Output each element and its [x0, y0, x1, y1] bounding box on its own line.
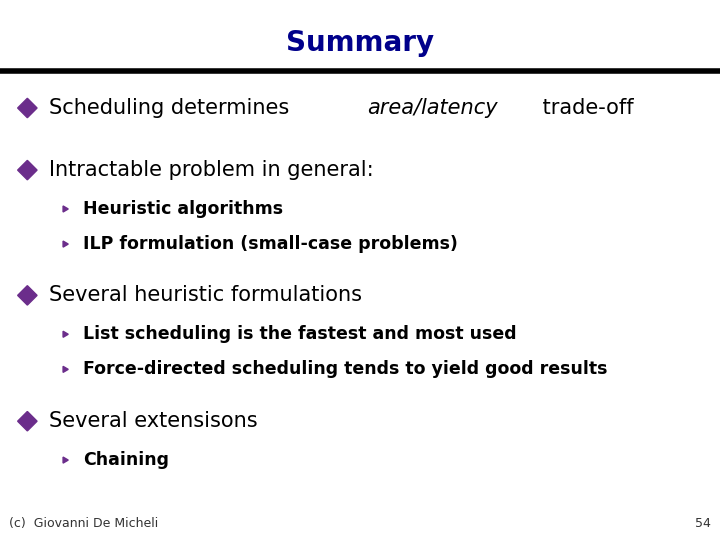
Polygon shape — [17, 411, 37, 431]
Text: Several heuristic formulations: Several heuristic formulations — [49, 285, 362, 306]
Text: Intractable problem in general:: Intractable problem in general: — [49, 160, 374, 180]
Polygon shape — [63, 457, 68, 463]
Text: Chaining: Chaining — [83, 451, 168, 469]
Text: 54: 54 — [696, 517, 711, 530]
Text: List scheduling is the fastest and most used: List scheduling is the fastest and most … — [83, 325, 516, 343]
Polygon shape — [63, 366, 68, 373]
Text: Several extensisons: Several extensisons — [49, 411, 258, 431]
Text: (c)  Giovanni De Micheli: (c) Giovanni De Micheli — [9, 517, 158, 530]
Polygon shape — [63, 331, 68, 338]
Polygon shape — [63, 206, 68, 212]
Text: Heuristic algorithms: Heuristic algorithms — [83, 200, 283, 218]
Text: trade-off: trade-off — [536, 98, 634, 118]
Polygon shape — [63, 241, 68, 247]
Text: ILP formulation (small-case problems): ILP formulation (small-case problems) — [83, 235, 458, 253]
Polygon shape — [17, 98, 37, 118]
Text: Force-directed scheduling tends to yield good results: Force-directed scheduling tends to yield… — [83, 360, 607, 379]
Text: Scheduling determines: Scheduling determines — [49, 98, 296, 118]
Polygon shape — [17, 160, 37, 180]
Polygon shape — [17, 286, 37, 305]
Text: Summary: Summary — [286, 29, 434, 57]
Text: area/latency: area/latency — [367, 98, 498, 118]
